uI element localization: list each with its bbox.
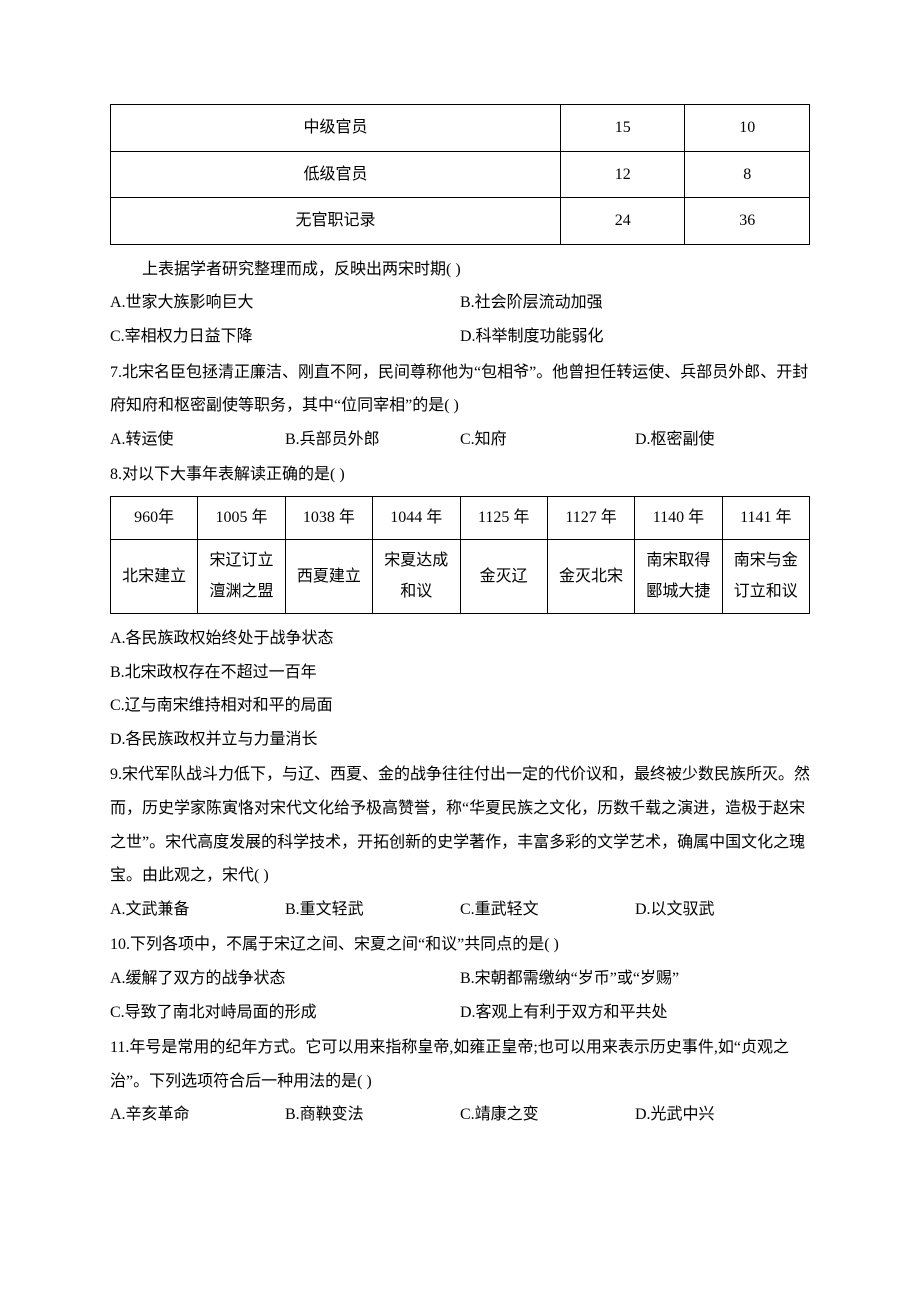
q11-options: A.辛亥革命 B.商鞅变法 C.靖康之变 D.光武中兴 [110,1098,810,1132]
q6-option-d: D.科举制度功能弱化 [460,320,810,354]
q6-option-b: B.社会阶层流动加强 [460,286,810,320]
q8-option-b: B.北宋政权存在不超过一百年 [110,656,810,690]
q8-option-d: D.各民族政权并立与力量消长 [110,723,810,757]
cell-event: 南宋取得郾城大捷 [635,540,722,614]
cell-value: 12 [560,151,685,198]
q11-option-a: A.辛亥革命 [110,1098,285,1132]
q6-option-c: C.宰相权力日益下降 [110,320,460,354]
cell-label: 无官职记录 [111,198,561,245]
q11-text: 11.年号是常用的纪年方式。它可以用来指称皇帝,如雍正皇帝;也可以用来表示历史事… [110,1031,810,1098]
table-chronology: 960年 1005 年 1038 年 1044 年 1125 年 1127 年 … [110,496,810,614]
q10-option-c: C.导致了南北对峙局面的形成 [110,996,460,1030]
cell-year: 1038 年 [285,496,372,539]
cell-event: 宋辽订立澶渊之盟 [198,540,285,614]
q10-option-b: B.宋朝都需缴纳“岁币”或“岁赐” [460,962,810,996]
q11-option-c: C.靖康之变 [460,1098,635,1132]
cell-event: 北宋建立 [111,540,198,614]
q7-option-c: C.知府 [460,423,635,457]
cell-year: 1005 年 [198,496,285,539]
cell-value: 8 [685,151,810,198]
q7-text: 7.北宋名臣包拯清正廉洁、刚直不阿，民间尊称他为“包相爷”。他曾担任转运使、兵部… [110,356,810,423]
q6-options: A.世家大族影响巨大 B.社会阶层流动加强 C.宰相权力日益下降 D.科举制度功… [110,286,810,353]
q6-option-a: A.世家大族影响巨大 [110,286,460,320]
q10-option-a: A.缓解了双方的战争状态 [110,962,460,996]
cell-value: 24 [560,198,685,245]
q7-options: A.转运使 B.兵部员外郎 C.知府 D.枢密副使 [110,423,810,457]
cell-label: 中级官员 [111,105,561,152]
q9-option-d: D.以文驭武 [635,893,810,927]
table-row: 960年 1005 年 1038 年 1044 年 1125 年 1127 年 … [111,496,810,539]
q9-option-b: B.重文轻武 [285,893,460,927]
cell-year: 1141 年 [722,496,809,539]
q11-option-b: B.商鞅变法 [285,1098,460,1132]
cell-value: 10 [685,105,810,152]
q10-text: 10.下列各项中，不属于宋辽之间、宋夏之间“和议”共同点的是( ) [110,928,810,962]
table1-caption-question: 上表据学者研究整理而成，反映出两宋时期( ) [110,253,810,287]
q8-option-a: A.各民族政权始终处于战争状态 [110,622,810,656]
q11-option-d: D.光武中兴 [635,1098,810,1132]
q8-option-c: C.辽与南宋维持相对和平的局面 [110,689,810,723]
table-row: 低级官员 12 8 [111,151,810,198]
q9-option-c: C.重武轻文 [460,893,635,927]
cell-year: 960年 [111,496,198,539]
q7-option-a: A.转运使 [110,423,285,457]
cell-year: 1125 年 [460,496,547,539]
cell-value: 15 [560,105,685,152]
cell-year: 1140 年 [635,496,722,539]
table-row: 北宋建立 宋辽订立澶渊之盟 西夏建立 宋夏达成和议 金灭辽 金灭北宋 南宋取得郾… [111,540,810,614]
q10-options: A.缓解了双方的战争状态 B.宋朝都需缴纳“岁币”或“岁赐” C.导致了南北对峙… [110,962,810,1029]
q10-option-d: D.客观上有利于双方和平共处 [460,996,810,1030]
cell-event: 金灭辽 [460,540,547,614]
table-row: 中级官员 15 10 [111,105,810,152]
cell-event: 金灭北宋 [547,540,634,614]
q9-option-a: A.文武兼备 [110,893,285,927]
cell-year: 1127 年 [547,496,634,539]
q9-options: A.文武兼备 B.重文轻武 C.重武轻文 D.以文驭武 [110,893,810,927]
table-row: 无官职记录 24 36 [111,198,810,245]
q8-options: A.各民族政权始终处于战争状态 B.北宋政权存在不超过一百年 C.辽与南宋维持相… [110,622,810,756]
cell-year: 1044 年 [373,496,460,539]
q7-option-d: D.枢密副使 [635,423,810,457]
cell-event: 南宋与金订立和议 [722,540,809,614]
cell-value: 36 [685,198,810,245]
q8-text: 8.对以下大事年表解读正确的是( ) [110,458,810,492]
q7-option-b: B.兵部员外郎 [285,423,460,457]
q9-text: 9.宋代军队战斗力低下，与辽、西夏、金的战争往往付出一定的代价议和，最终被少数民… [110,758,810,892]
cell-label: 低级官员 [111,151,561,198]
table-official-levels: 中级官员 15 10 低级官员 12 8 无官职记录 24 36 [110,104,810,245]
cell-event: 西夏建立 [285,540,372,614]
cell-event: 宋夏达成和议 [373,540,460,614]
